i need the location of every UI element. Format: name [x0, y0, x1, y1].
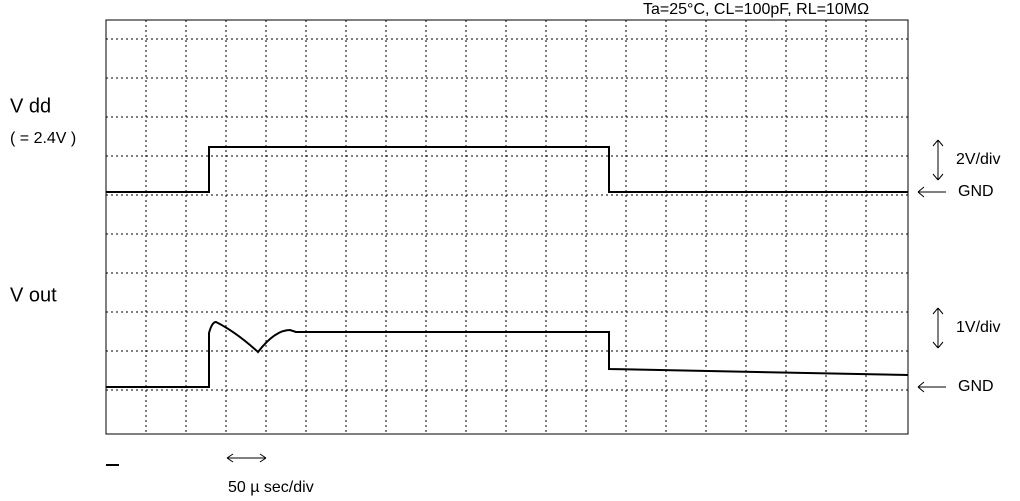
- screen-border: [105, 19, 909, 435]
- title: Ta=25°C, CL=100pF, RL=10MΩ: [643, 1, 869, 18]
- channel-name: V dd: [10, 95, 51, 117]
- scale-arrow: [932, 307, 944, 349]
- vdd-trace: [106, 146, 908, 193]
- ground-arrow: [917, 381, 946, 393]
- ground-label: GND: [958, 378, 994, 395]
- scale-arrow: [932, 139, 944, 181]
- scale-label: 1V/div: [956, 319, 1000, 336]
- time-arrow: [226, 453, 267, 463]
- grid: [106, 20, 908, 434]
- timebase-label: 50 µ sec/div: [228, 479, 314, 496]
- ground-arrow: [917, 186, 946, 198]
- ground-label: GND: [958, 183, 994, 200]
- scale-label: 2V/div: [956, 151, 1000, 168]
- channel-name: V out: [10, 284, 57, 306]
- vout-trace: [106, 320, 909, 388]
- channel-note: ( = 2.4V ): [10, 130, 76, 147]
